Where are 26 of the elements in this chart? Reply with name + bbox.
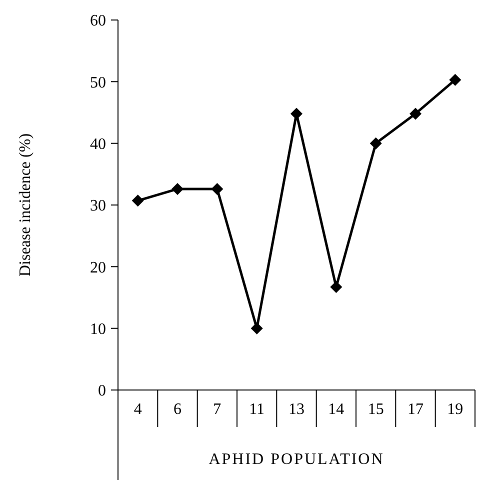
point [172, 182, 184, 195]
x-tick-label: 7 [213, 401, 222, 418]
point [449, 74, 462, 86]
y-axis-title: Disease incidence (%) [17, 133, 34, 277]
point [250, 322, 263, 334]
y-tick-label: 20 [90, 259, 106, 276]
x-tick-label: 19 [447, 401, 464, 418]
x-axis-title: APHID POPULATION [208, 451, 384, 468]
x-tick-label: 13 [288, 401, 304, 418]
point [410, 108, 422, 120]
x-tick-label: 6 [174, 401, 182, 418]
point [132, 194, 144, 207]
y-tick-label: 40 [90, 136, 106, 153]
x-tick-label: 17 [408, 401, 424, 418]
y-tick-label: 10 [90, 320, 106, 338]
y-tick-label: 60 [90, 12, 106, 30]
y-tick-label: 50 [90, 74, 106, 92]
point [370, 137, 382, 150]
y-tick-label: 0 [98, 382, 106, 400]
point [211, 182, 224, 195]
y-tick-label: 30 [90, 198, 106, 215]
x-tick-label: 15 [368, 401, 384, 418]
x-tick-label: 11 [249, 401, 265, 418]
x-tick-label: 4 [134, 401, 142, 418]
point [330, 281, 342, 294]
x-tick-label: 14 [328, 401, 344, 418]
